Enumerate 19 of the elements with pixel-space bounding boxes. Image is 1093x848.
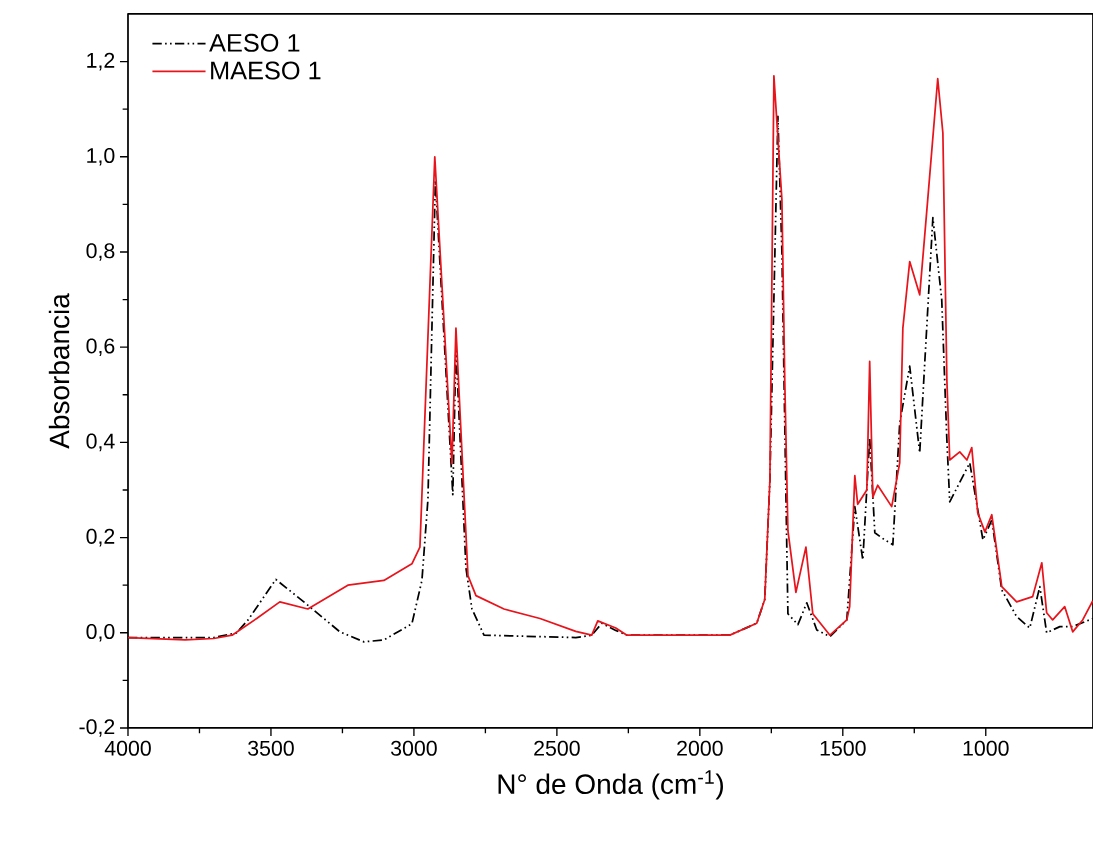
x-tick-label: 2000: [677, 740, 723, 756]
x-axis-title: N° de Onda (cm$^{-1}$): [498, 770, 723, 800]
y-tick-label: 0,6: [86, 338, 115, 356]
y-tick-label: 0,0: [86, 623, 115, 642]
x-tick-label: 1500: [820, 740, 866, 756]
y-axis-title: Absorbancia: [48, 293, 70, 449]
y-tick-label: 0,2: [86, 528, 115, 547]
x-tick-label: 3500: [248, 740, 294, 756]
x-tick-label: 3000: [391, 740, 437, 756]
y-tick-label: 1,0: [87, 147, 115, 166]
y-tick-label: -0,2: [79, 719, 115, 737]
legend-label: MAESO 1: [211, 61, 321, 80]
x-tick-label: 1000: [963, 740, 1009, 756]
x-tick-label: 4000: [104, 740, 151, 756]
y-tick-label: 0,4: [86, 433, 115, 452]
legend-label: AESO 1: [209, 33, 300, 52]
x-tick-label: 2500: [534, 740, 580, 756]
y-tick-label: 0,8: [86, 243, 115, 261]
y-tick-label: 1,2: [87, 52, 115, 71]
